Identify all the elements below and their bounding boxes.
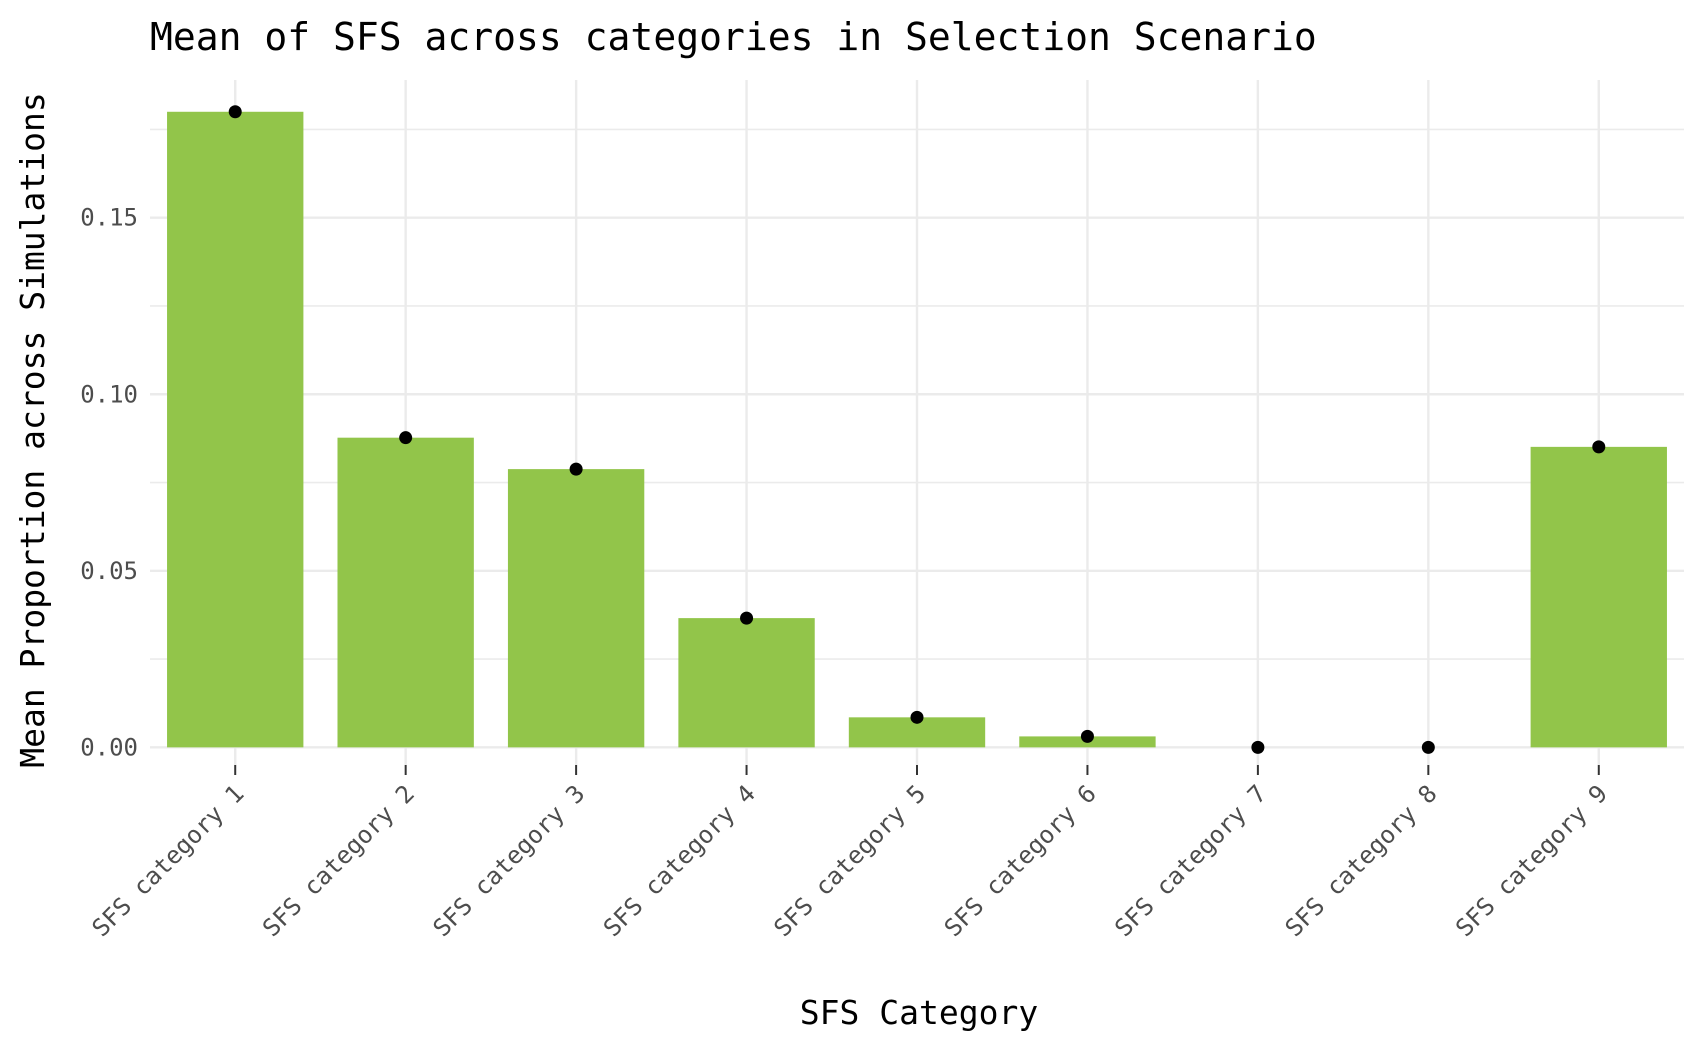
x-tick-label: SFS category 5 xyxy=(768,779,931,942)
data-point xyxy=(1251,740,1265,754)
x-tick-label: SFS category 6 xyxy=(939,779,1102,942)
y-tick-label: 0.15 xyxy=(80,204,138,232)
data-point xyxy=(740,611,754,625)
data-point xyxy=(1592,440,1606,454)
x-axis-title: SFS Category xyxy=(800,993,1038,1032)
points-layer xyxy=(228,105,1606,754)
x-tick-label: SFS category 9 xyxy=(1450,779,1613,942)
chart-title: Mean of SFS across categories in Selecti… xyxy=(150,15,1317,59)
bar xyxy=(678,618,815,748)
bars-layer xyxy=(167,111,1667,748)
bar xyxy=(337,437,474,748)
bar xyxy=(167,111,304,748)
x-tick-label: SFS category 8 xyxy=(1280,779,1443,942)
x-tick-label: SFS category 3 xyxy=(428,779,591,942)
y-tick-label: 0.05 xyxy=(80,557,138,585)
data-point xyxy=(1080,729,1094,743)
data-point xyxy=(910,710,924,724)
y-tick-label: 0.10 xyxy=(80,380,138,408)
data-point xyxy=(399,431,413,445)
y-tick-label: 0.00 xyxy=(80,733,138,761)
x-tick-label: SFS category 1 xyxy=(87,779,250,942)
data-point xyxy=(1421,740,1435,754)
data-point xyxy=(228,105,242,119)
bar xyxy=(1530,446,1667,748)
x-tick-label: SFS category 4 xyxy=(598,779,761,942)
x-tick-label: SFS category 7 xyxy=(1109,779,1272,942)
y-axis-title: Mean Proportion across Simulations xyxy=(13,92,52,768)
data-point xyxy=(569,462,583,476)
bar xyxy=(507,469,645,748)
x-tick-label: SFS category 2 xyxy=(257,779,420,942)
